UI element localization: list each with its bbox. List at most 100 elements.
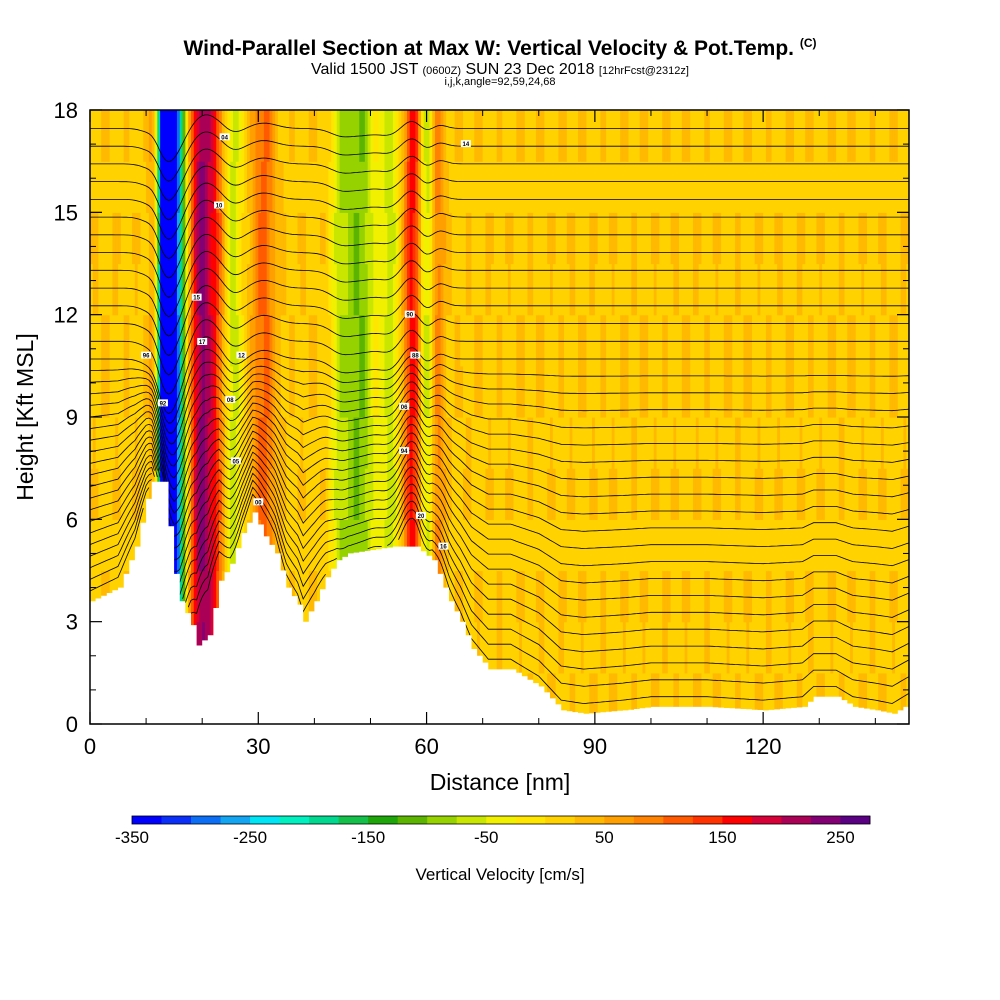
field-cell <box>496 314 501 367</box>
theta-label-bg <box>236 351 247 359</box>
field-cell <box>681 570 686 623</box>
field-cell <box>90 263 94 316</box>
field-cell <box>827 621 832 674</box>
field-cell <box>572 417 576 469</box>
field-cell <box>869 212 874 265</box>
field-cell <box>709 314 714 367</box>
field-cell <box>751 570 756 623</box>
field-cell <box>709 212 714 265</box>
field-cell <box>92 110 97 162</box>
field-cell <box>642 621 646 674</box>
field-cell <box>395 263 400 316</box>
field-cell <box>620 468 624 520</box>
field-cell <box>325 314 329 367</box>
field-cell <box>729 161 733 213</box>
field-cell <box>440 417 444 469</box>
field-cell <box>311 365 315 418</box>
field-cell <box>836 110 840 162</box>
field-cell <box>903 621 907 674</box>
field-cell <box>634 468 638 520</box>
colorbar: -350 -250 -150 -50 50 150 250 <box>115 815 871 847</box>
field-cell <box>622 161 627 213</box>
field-cell <box>362 468 366 520</box>
field-cell <box>594 519 599 572</box>
field-cell <box>308 468 313 520</box>
field-cell <box>763 212 767 265</box>
field-cell <box>650 621 655 674</box>
field-cell <box>162 161 167 213</box>
field-cell <box>886 570 890 623</box>
field-cell <box>704 110 708 162</box>
field-cell <box>578 263 582 316</box>
field-cell <box>808 161 812 213</box>
field-cell <box>202 212 206 265</box>
field-cell <box>465 314 470 367</box>
field-cell <box>485 212 489 265</box>
field-cell <box>844 161 848 213</box>
field-cell <box>645 212 649 265</box>
field-cell <box>656 314 660 367</box>
field-cell <box>656 570 660 623</box>
field-cell <box>516 468 520 520</box>
field-cell <box>838 468 843 520</box>
field-cell <box>213 468 217 520</box>
field-cell <box>535 621 540 674</box>
field-cell <box>751 621 756 674</box>
field-cell <box>894 212 899 265</box>
field-cell <box>390 365 394 418</box>
field-cell <box>524 110 529 162</box>
field-cell <box>434 314 439 367</box>
field-cell <box>207 110 212 162</box>
field-cell <box>513 314 517 367</box>
field-cell <box>283 161 287 213</box>
field-cell <box>210 110 215 162</box>
field-cell <box>493 161 498 213</box>
field-cell <box>381 365 386 418</box>
field-cell <box>275 110 279 162</box>
field-cell <box>378 365 383 418</box>
theta-label-bg <box>253 498 264 506</box>
field-cell <box>836 519 840 572</box>
field-cell <box>561 161 565 213</box>
field-cell <box>701 570 705 623</box>
field-cell <box>415 314 419 367</box>
field-cell <box>855 263 860 316</box>
field-cell <box>193 110 198 162</box>
field-cell <box>779 519 784 572</box>
field-cell <box>426 314 430 367</box>
field-cell <box>709 621 714 674</box>
field-cell <box>861 365 865 418</box>
colorbar-swatch <box>132 816 162 824</box>
field-cell <box>676 161 680 213</box>
field-cell <box>339 314 344 367</box>
field-cell <box>903 110 907 162</box>
field-cell <box>583 314 588 367</box>
field-cell <box>148 212 153 265</box>
field-cell <box>378 161 383 213</box>
field-cell <box>869 365 874 418</box>
field-cell <box>535 468 540 520</box>
field-cell <box>746 519 750 572</box>
field-cell <box>493 365 498 418</box>
field-cell <box>735 110 739 162</box>
field-cell <box>578 621 582 674</box>
x-tick-label: 90 <box>583 734 607 759</box>
field-cell <box>597 314 602 367</box>
field-cell <box>869 672 874 724</box>
field-cell <box>331 468 335 520</box>
field-cell <box>805 110 809 162</box>
theta-label-group: 20 <box>415 511 426 520</box>
field-cell <box>653 417 658 469</box>
field-cell <box>799 519 804 572</box>
field-cell <box>216 110 220 162</box>
field-cell <box>491 621 495 674</box>
field-cell <box>182 519 186 572</box>
field-cell <box>754 468 759 520</box>
field-cell <box>364 417 369 469</box>
field-cell <box>457 161 461 213</box>
field-cell <box>645 621 649 674</box>
field-cell <box>729 417 733 469</box>
field-cell <box>816 621 820 674</box>
field-cell <box>695 570 700 623</box>
field-cell <box>617 468 621 520</box>
